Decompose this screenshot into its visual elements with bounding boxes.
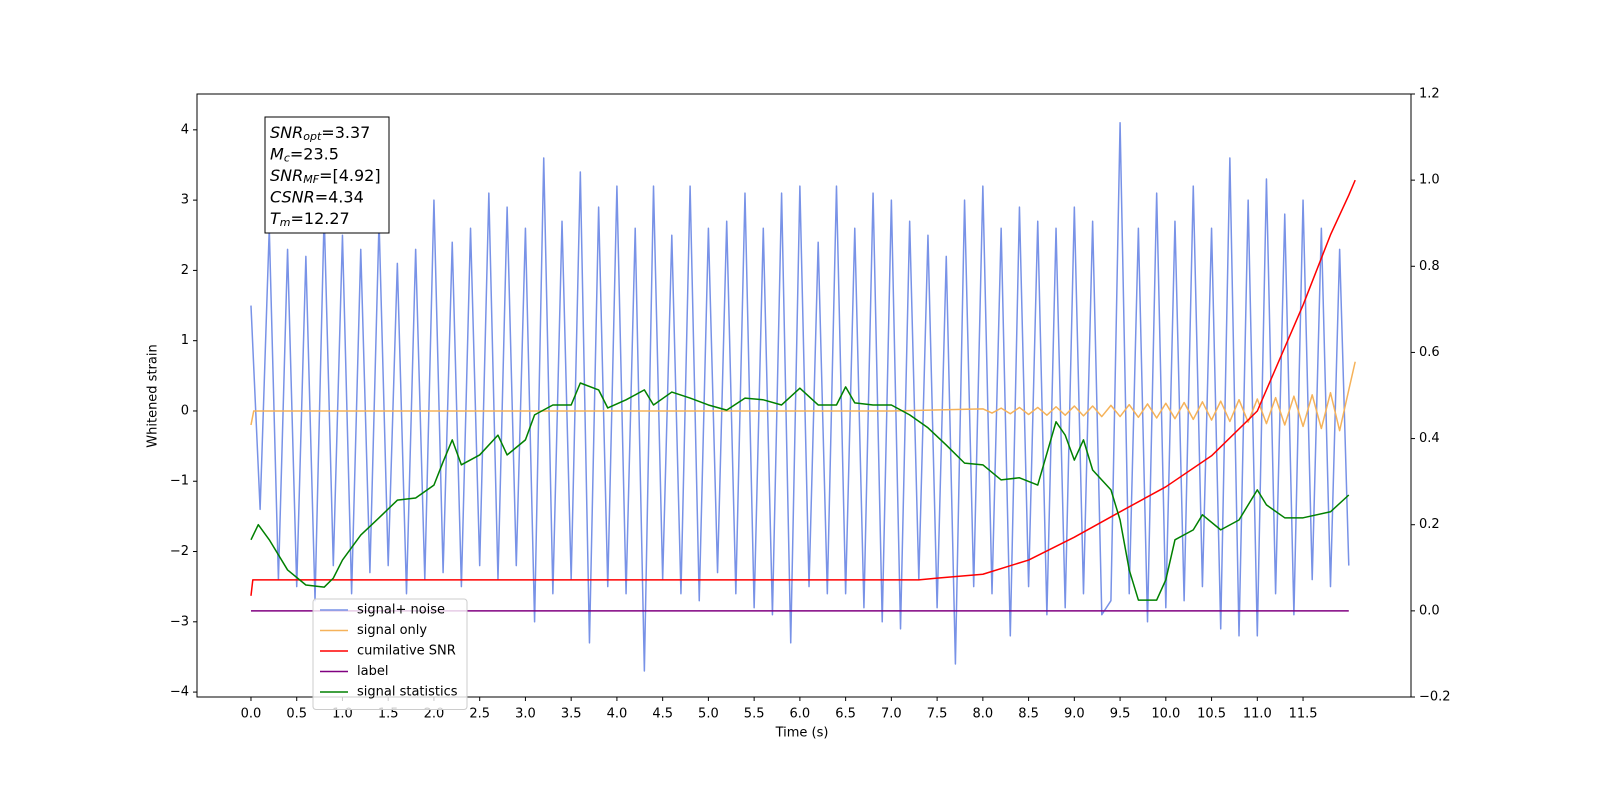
y2-tick-label: −0.2 (1419, 690, 1451, 705)
y-tick-label: −3 (170, 614, 189, 629)
annotation: SNRMF=[4.92] (270, 166, 381, 187)
x-tick-label: 2.5 (469, 707, 490, 722)
y-tick-label: 3 (181, 193, 189, 208)
y-tick-label: 4 (181, 122, 189, 137)
annotation-symbol: SNR (270, 166, 303, 185)
series-line (250, 382, 1350, 601)
annotation-subscript: MF (303, 173, 319, 186)
series-line (250, 122, 1350, 672)
annotation-symbol: SNR (270, 123, 303, 142)
annotation-symbol: T (270, 209, 281, 228)
annotation-subscript: opt (303, 130, 322, 143)
x-tick-label: 3.5 (561, 707, 582, 722)
series-line (250, 179, 1356, 596)
x-tick-label: 11.5 (1289, 707, 1318, 722)
annotation-text: =4.34 (315, 187, 364, 206)
annotation-symbol: CSNR (270, 187, 315, 206)
annotation-text: =12.27 (291, 209, 350, 228)
x-tick-label: 4.0 (607, 707, 628, 722)
annotation-subscript: m (280, 216, 291, 229)
x-tick-label: 7.0 (881, 707, 902, 722)
y-tick-label: 2 (181, 263, 189, 278)
y-tick-label: 0 (181, 403, 189, 418)
legend-label: label (357, 664, 388, 679)
legend-label: signal statistics (357, 685, 458, 700)
series-line (250, 361, 1356, 432)
x-tick-label: 3.0 (515, 707, 536, 722)
x-tick-label: 6.0 (790, 707, 811, 722)
legend-label: cumilative SNR (357, 644, 456, 659)
x-tick-label: 9.0 (1064, 707, 1085, 722)
x-tick-label: 6.5 (835, 707, 856, 722)
x-tick-label: 11.0 (1243, 707, 1272, 722)
x-tick-label: 5.0 (698, 707, 719, 722)
y2-tick-label: 0.6 (1419, 345, 1440, 360)
y2-tick-label: 0.0 (1419, 603, 1440, 618)
y-tick-label: −4 (170, 685, 189, 700)
x-tick-label: 2.0 (424, 707, 445, 722)
legend-label: signal+ noise (357, 603, 445, 618)
plot-frame (196, 93, 1412, 698)
legend-label: signal only (357, 623, 427, 638)
y2-tick-label: 0.8 (1419, 259, 1440, 274)
y2-tick-label: 0.2 (1419, 517, 1440, 532)
x-tick-label: 7.5 (927, 707, 948, 722)
annotation: SNRopt=3.37 (270, 123, 370, 144)
x-tick-label: 1.0 (332, 707, 353, 722)
x-tick-label: 10.5 (1197, 707, 1226, 722)
y2-tick-label: 1.2 (1419, 87, 1440, 102)
x-axis-label: Time (s) (775, 726, 829, 741)
x-tick-label: 5.5 (744, 707, 765, 722)
annotation-text: =3.37 (321, 123, 370, 142)
x-tick-label: 1.5 (378, 707, 399, 722)
y2-tick-label: 0.4 (1419, 431, 1440, 446)
annotation-box (264, 116, 390, 234)
y-tick-label: −1 (170, 474, 189, 489)
annotation-subscript: c (284, 152, 290, 165)
y-tick-label: 1 (181, 333, 189, 348)
x-tick-label: 9.5 (1110, 707, 1131, 722)
x-tick-label: 10.0 (1151, 707, 1180, 722)
y-tick-label: −2 (170, 544, 189, 559)
y-axis-label: Whitened strain (146, 344, 161, 447)
annotation: Tm=12.27 (270, 209, 350, 230)
x-tick-label: 0.5 (286, 707, 307, 722)
y2-tick-label: 1.0 (1419, 173, 1440, 188)
x-tick-label: 8.5 (1018, 707, 1039, 722)
annotation-symbol: M (270, 144, 284, 163)
legend-box (312, 598, 468, 710)
annotation: Mc=23.5 (270, 144, 339, 165)
annotation-text: =23.5 (290, 144, 339, 163)
x-tick-label: 0.0 (241, 707, 262, 722)
annotation: CSNR=4.34 (270, 187, 364, 206)
x-tick-label: 8.0 (973, 707, 994, 722)
x-tick-label: 4.5 (652, 707, 673, 722)
annotation-text: =[4.92] (319, 166, 381, 185)
